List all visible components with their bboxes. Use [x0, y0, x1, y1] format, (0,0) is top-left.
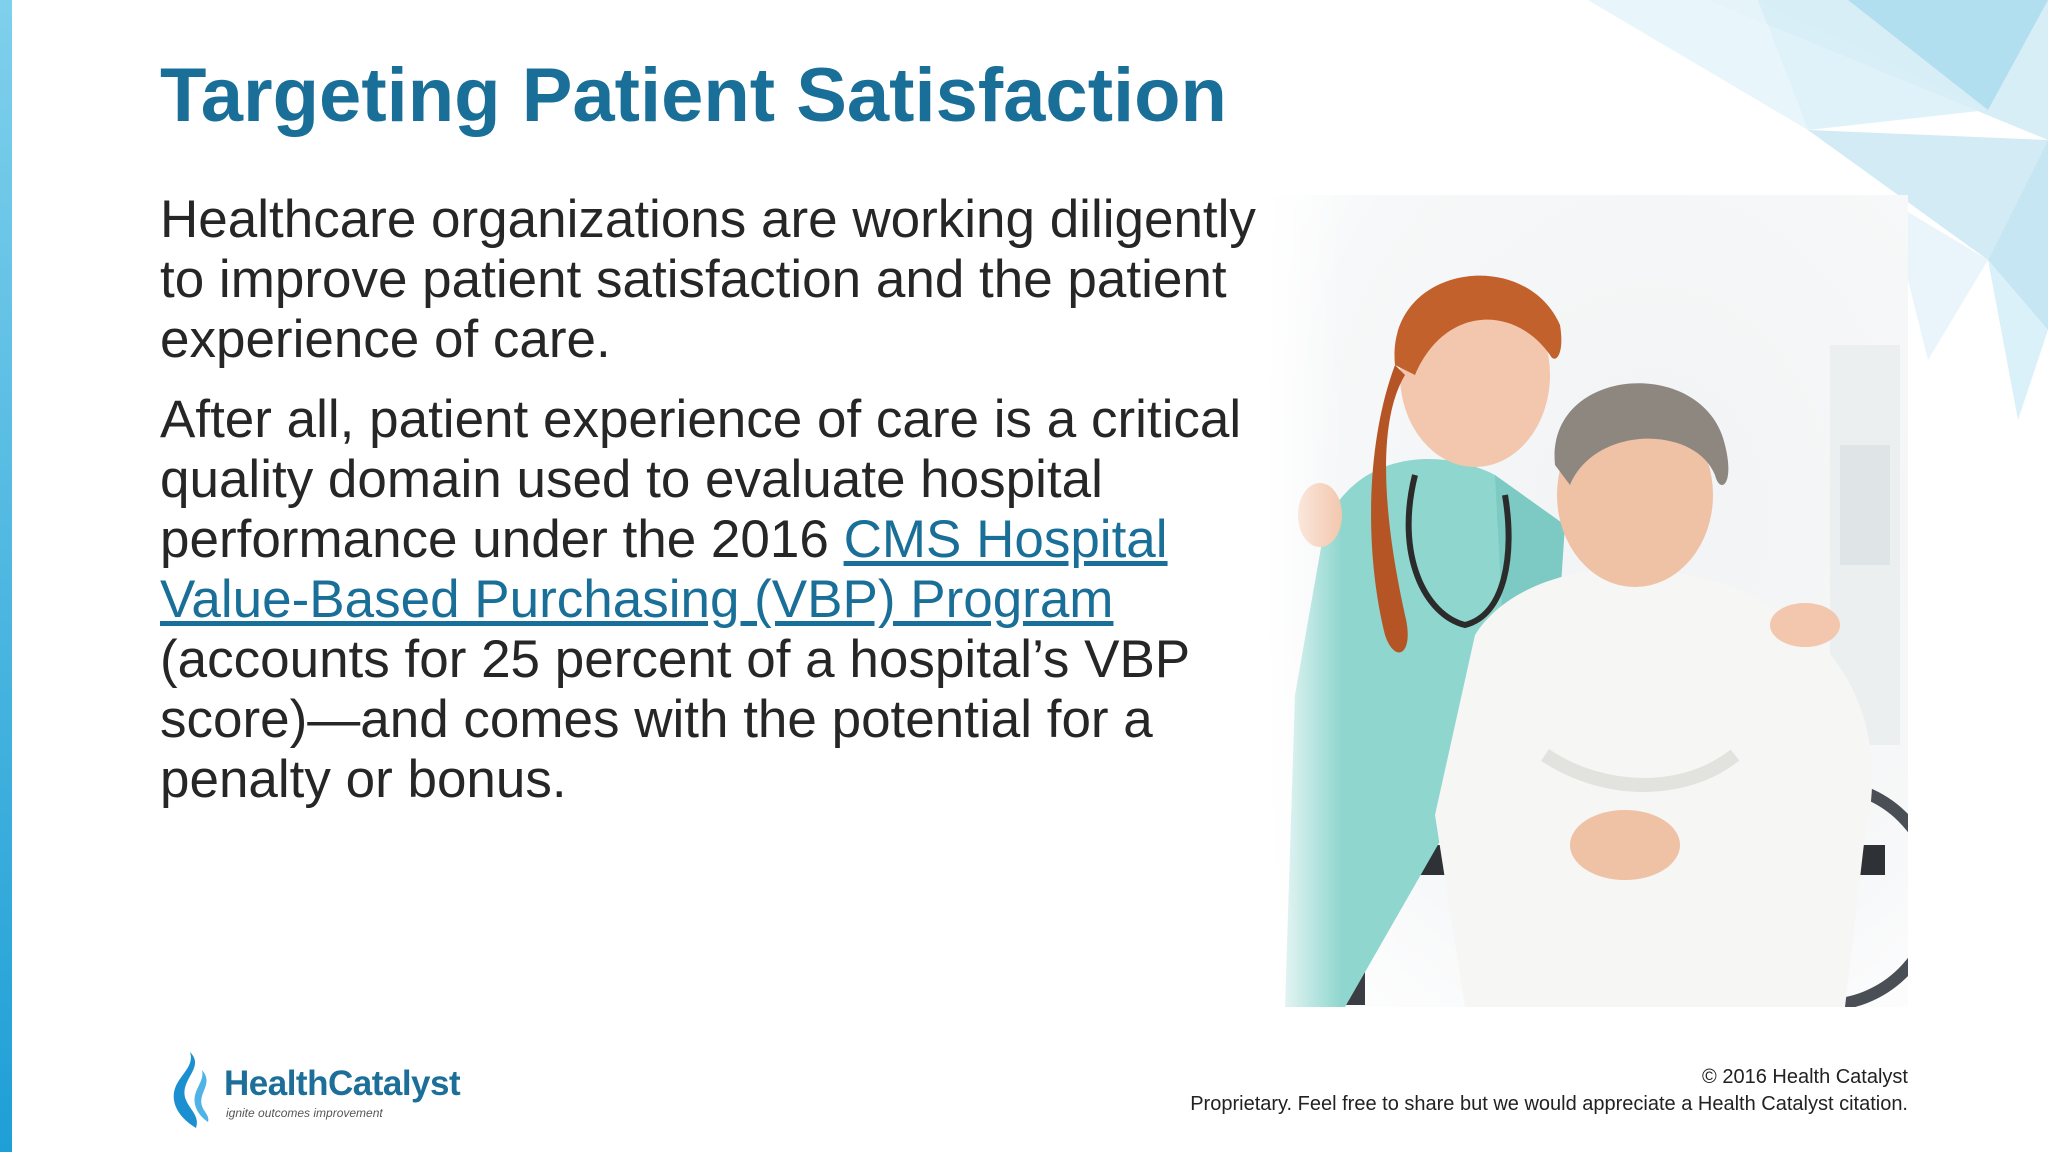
cms-vbp-program-link[interactable]: CMS Hospital Value-Based Purchasing (VBP…: [160, 510, 1168, 629]
footer-notice: Proprietary. Feel free to share but we w…: [1190, 1093, 1908, 1115]
paragraph-vbp-after: (accounts for 25 percent of a hospital’s…: [160, 630, 1190, 809]
left-accent-bar: [0, 0, 12, 1152]
paragraph-vbp: After all, patient experience of care is…: [160, 390, 1300, 810]
logo-wordmark: HealthCatalyst: [224, 1064, 461, 1103]
flame-logo-icon: [173, 1052, 209, 1128]
nurse-and-patient-photo: [1265, 195, 1908, 1007]
paragraph-intro: Healthcare organizations are working dil…: [160, 190, 1256, 369]
slide-body: Healthcare organizations are working dil…: [160, 190, 1300, 830]
paragraph-vbp-before: After all, patient experience of care is…: [160, 390, 1242, 569]
slide-title: Targeting Patient Satisfaction: [160, 53, 1227, 138]
corner-polygon-decoration: [1588, 0, 2048, 420]
footer: © 2016 Health Catalyst Proprietary. Feel…: [1190, 1064, 1908, 1118]
footer-copyright: © 2016 Health Catalyst: [1702, 1066, 1908, 1088]
logo-tagline: ignite outcomes improvement: [226, 1106, 383, 1120]
health-catalyst-logo: HealthCatalyst ignite outcomes improveme…: [168, 1050, 468, 1130]
